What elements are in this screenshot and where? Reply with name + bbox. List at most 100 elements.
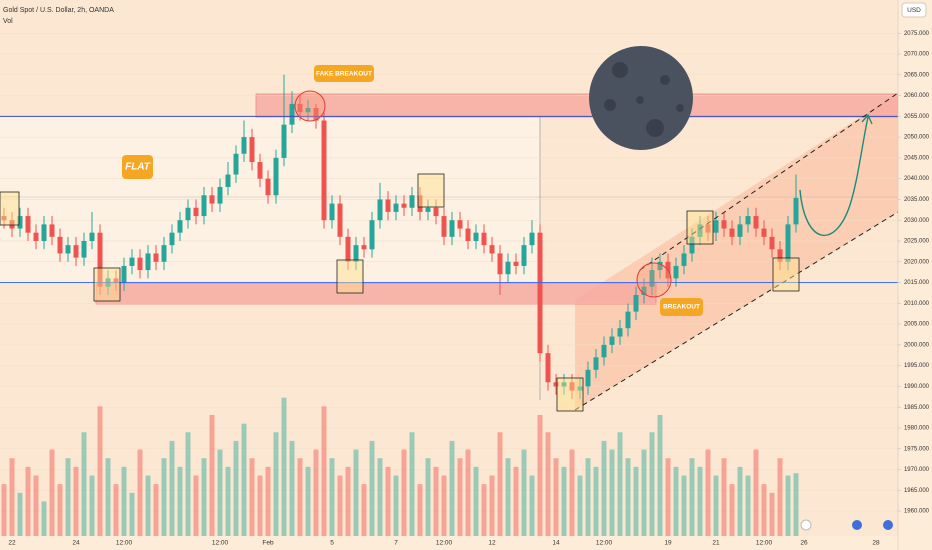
crater: [612, 62, 628, 78]
flag-icon[interactable]: [883, 520, 893, 530]
candle-body: [561, 382, 567, 387]
x-tick-label: 21: [712, 540, 720, 547]
candle-body: [169, 232, 175, 246]
candle-body: [601, 344, 607, 358]
volume-bar: [337, 475, 343, 536]
volume-bar: [465, 449, 471, 536]
y-tick-label: 1990.000: [904, 384, 930, 390]
volume-bar: [41, 501, 47, 536]
candle-body: [305, 108, 311, 113]
volume-bar: [705, 449, 711, 536]
candle-body: [185, 207, 191, 221]
candle-body: [57, 236, 63, 254]
currency-button[interactable]: [901, 2, 927, 18]
candle-body: [649, 270, 655, 287]
candle-body: [505, 261, 511, 275]
candle-body: [209, 195, 215, 204]
volume-bar: [657, 414, 663, 536]
y-tick-label: 2010.000: [904, 301, 930, 307]
channel-lower: [574, 211, 899, 411]
candle-body: [625, 311, 631, 329]
candle-body: [233, 153, 239, 175]
volume-bar: [121, 466, 127, 536]
volume-bar: [185, 432, 191, 536]
candle-body: [785, 224, 791, 262]
x-tick-label: 19: [664, 540, 672, 547]
candle-body: [433, 207, 439, 217]
candle-body: [609, 336, 615, 345]
volume-bar: [209, 414, 215, 536]
y-tick-label: 2025.000: [904, 239, 930, 245]
volume-bar: [353, 449, 359, 536]
volume-bar: [449, 440, 455, 536]
volume-bar: [545, 432, 551, 536]
volume-bar: [681, 475, 687, 536]
y-tick-label: 2000.000: [904, 342, 930, 348]
candle-body: [449, 220, 455, 237]
volume-bar: [793, 473, 799, 536]
volume-bar: [97, 406, 103, 536]
candle-body: [353, 245, 359, 262]
y-tick-label: 1985.000: [904, 405, 930, 411]
candle-body: [281, 124, 287, 158]
price-axis-bg: [898, 0, 932, 550]
volume-bar: [761, 484, 767, 536]
x-tick-label: 5: [330, 540, 334, 547]
volume-bar: [49, 449, 55, 536]
candle-body: [697, 224, 703, 237]
channel-upper: [639, 92, 899, 271]
candle-body: [689, 236, 695, 254]
candle-body: [145, 253, 151, 271]
support-zone: [95, 282, 657, 305]
y-tick-label: 1995.000: [904, 363, 930, 369]
candle-body: [161, 245, 167, 262]
volume-bar: [753, 449, 759, 536]
volume-bar: [625, 458, 631, 536]
volume-bar: [281, 397, 287, 536]
candle-body: [457, 220, 463, 229]
candle-body: [513, 261, 519, 266]
volume-bar: [481, 484, 487, 536]
volume-bar: [89, 475, 95, 536]
candle-body: [681, 253, 687, 266]
breakout-circle: [636, 262, 672, 298]
breakout-label: BREAKOUT: [663, 304, 700, 311]
volume-bar: [697, 466, 703, 536]
candle-body: [193, 207, 199, 217]
volume-bar: [569, 449, 575, 536]
volume-bar: [169, 440, 175, 536]
box: [686, 210, 714, 245]
volume-bar: [33, 475, 39, 536]
moon: [589, 46, 693, 150]
volume-bar: [721, 458, 727, 536]
candle-body: [345, 236, 351, 262]
candle-body: [537, 232, 543, 354]
candle-body: [553, 382, 559, 387]
candle-body: [641, 286, 647, 296]
alert-icon[interactable]: [800, 519, 812, 531]
volume-bar: [377, 458, 383, 536]
volume-bar: [633, 466, 639, 536]
candle-body: [337, 203, 343, 237]
candle-body: [289, 103, 295, 125]
volume-bar: [505, 458, 511, 536]
volume-bar: [737, 466, 743, 536]
x-tick-label: Feb: [262, 540, 274, 547]
volume-bar: [321, 406, 327, 536]
y-tick-label: 2005.000: [904, 322, 930, 328]
candle-body: [137, 257, 143, 271]
currency-label[interactable]: USD: [907, 7, 921, 14]
candle-body: [249, 137, 255, 163]
volume-bar: [305, 466, 311, 536]
candle-body: [65, 245, 71, 254]
candle-body: [497, 253, 503, 275]
arrow-head: [861, 113, 873, 125]
candle-body: [25, 216, 31, 233]
y-tick-label: 2045.000: [904, 155, 930, 161]
flag-icon[interactable]: [852, 520, 862, 530]
volume-bar: [297, 458, 303, 536]
x-tick-label: 12:00: [212, 540, 229, 547]
volume-bar: [145, 475, 151, 536]
resistance-zone: [255, 93, 899, 118]
candle-body: [321, 120, 327, 221]
